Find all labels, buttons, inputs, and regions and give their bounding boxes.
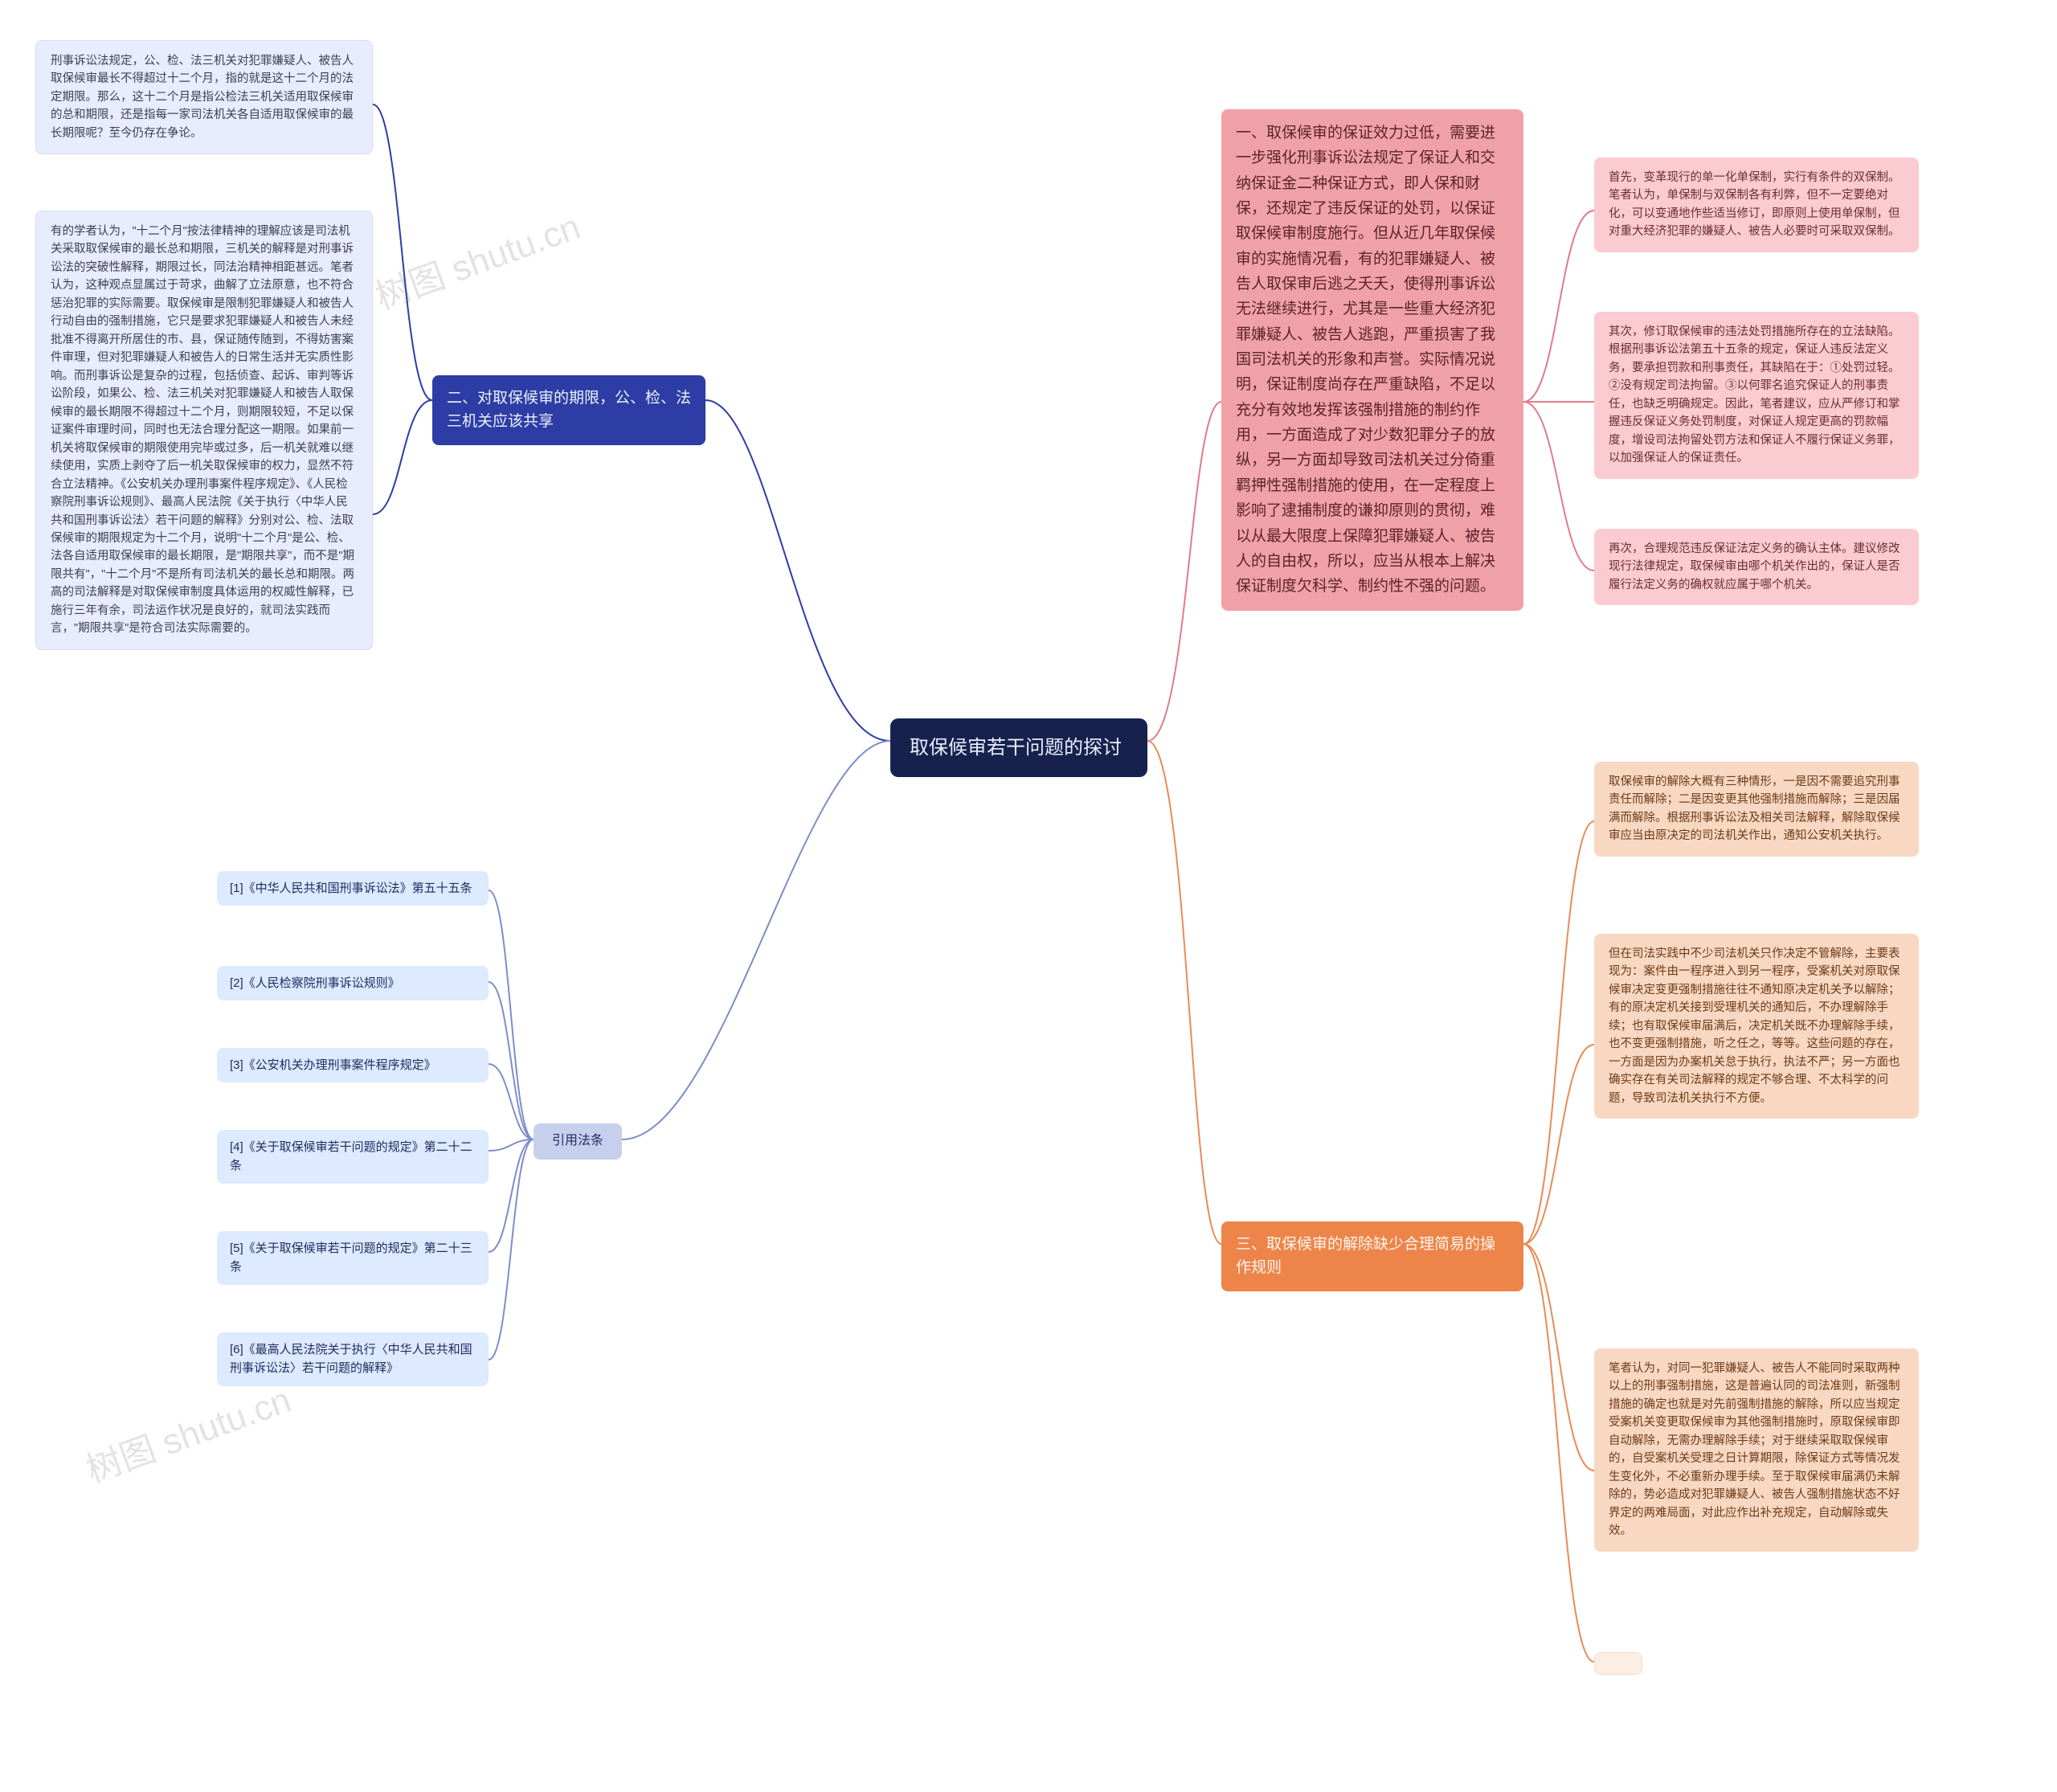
- section-3-title[interactable]: 三、取保候审的解除缺少合理简易的操作规则: [1221, 1221, 1523, 1291]
- section-2-child-2[interactable]: 有的学者认为，"十二个月"按法律精神的理解应该是司法机关采取取保候审的最长总和期…: [35, 211, 373, 650]
- section-1-child-1[interactable]: 首先，变革现行的单一化单保制，实行有条件的双保制。笔者认为，单保制与双保制各有利…: [1594, 158, 1919, 252]
- citation-item-5[interactable]: [5]《关于取保候审若干问题的规定》第二十三条: [217, 1231, 489, 1285]
- watermark: 树图 shutu.cn: [78, 1371, 296, 1492]
- section-2-title[interactable]: 二、对取保候审的期限，公、检、法三机关应该共享: [432, 375, 705, 445]
- citation-item-2[interactable]: [2]《人民检察院刑事诉讼规则》: [217, 966, 489, 1000]
- section-3-child-2[interactable]: 但在司法实践中不少司法机关只作决定不管解除，主要表现为：案件由一程序进入到另一程…: [1594, 934, 1919, 1119]
- section-3-child-3[interactable]: 笔者认为，对同一犯罪嫌疑人、被告人不能同时采取两种以上的刑事强制措施，这是普遍认…: [1594, 1348, 1919, 1552]
- citation-item-4[interactable]: [4]《关于取保候审若干问题的规定》第二十二条: [217, 1130, 489, 1184]
- section-3-child-4-empty[interactable]: [1594, 1652, 1642, 1675]
- section-3-child-1[interactable]: 取保候审的解除大概有三种情形，一是因不需要追究刑事责任而解除；二是因变更其他强制…: [1594, 762, 1919, 857]
- section-1-child-3[interactable]: 再次，合理规范违反保证法定义务的确认主体。建议修改现行法律规定，取保候审由哪个机…: [1594, 529, 1919, 605]
- citation-item-6[interactable]: [6]《最高人民法院关于执行〈中华人民共和国刑事诉讼法〉若干问题的解释》: [217, 1332, 489, 1386]
- citation-item-3[interactable]: [3]《公安机关办理刑事案件程序规定》: [217, 1048, 489, 1082]
- citations-title[interactable]: 引用法条: [534, 1123, 622, 1160]
- section-2-child-1[interactable]: 刑事诉讼法规定，公、检、法三机关对犯罪嫌疑人、被告人取保候审最长不得超过十二个月…: [35, 40, 373, 154]
- root-node[interactable]: 取保候审若干问题的探讨: [890, 718, 1147, 777]
- section-1-child-2[interactable]: 其次，修订取保候审的违法处罚措施所存在的立法缺陷。根据刑事诉讼法第五十五条的规定…: [1594, 312, 1919, 479]
- citation-item-1[interactable]: [1]《中华人民共和国刑事诉讼法》第五十五条: [217, 871, 489, 906]
- section-1-main[interactable]: 一、取保候审的保证效力过低，需要进一步强化刑事诉讼法规定了保证人和交纳保证金二种…: [1221, 109, 1523, 611]
- watermark: 树图 shutu.cn: [367, 198, 586, 319]
